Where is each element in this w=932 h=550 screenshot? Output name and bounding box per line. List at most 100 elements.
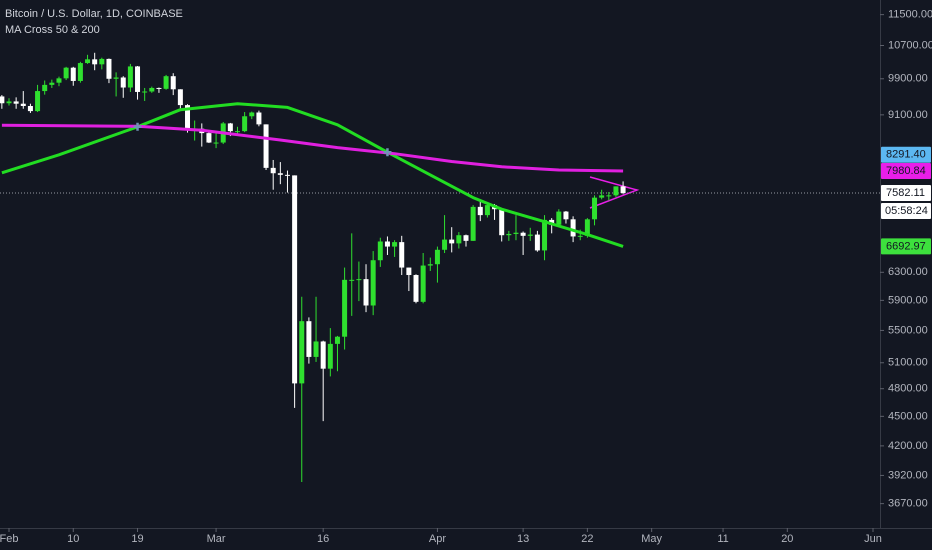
candle-body xyxy=(92,59,98,65)
y-tick-label: 4500.00 xyxy=(888,410,928,422)
y-tick-label: 11500.00 xyxy=(888,9,932,21)
candle-body xyxy=(56,78,62,83)
cross-marker xyxy=(133,122,142,131)
candle-body xyxy=(27,106,33,112)
price-label: 8291.40 xyxy=(886,149,926,161)
candle-body xyxy=(170,76,176,90)
x-tick-label: Jun xyxy=(864,533,882,545)
candle-body xyxy=(384,241,390,247)
candle-body xyxy=(35,91,41,112)
candle-body xyxy=(85,59,91,64)
candle-body xyxy=(563,211,569,220)
y-tick-label: 5100.00 xyxy=(888,357,928,369)
candle-body xyxy=(227,123,233,132)
candle-body xyxy=(177,89,183,106)
candle-body xyxy=(363,279,369,306)
candle-body xyxy=(592,197,598,220)
candle-body xyxy=(313,341,319,357)
x-tick-label: 13 xyxy=(517,533,529,545)
candle-body xyxy=(249,112,255,117)
candle-body xyxy=(456,235,462,244)
price-label-box xyxy=(881,238,931,255)
candle-body xyxy=(63,67,69,79)
candle-body xyxy=(156,87,162,89)
candle-body xyxy=(556,211,562,225)
candle-body xyxy=(120,77,126,88)
candle-body xyxy=(620,186,626,193)
countdown-box xyxy=(881,202,931,219)
candle-body xyxy=(242,116,248,132)
candle-body xyxy=(599,195,605,198)
candle-body xyxy=(113,77,119,79)
y-tick-label: 3920.00 xyxy=(888,469,928,481)
candle-body xyxy=(377,241,383,261)
candle-body xyxy=(534,234,540,251)
candle-body xyxy=(399,242,405,268)
candle-body xyxy=(106,58,112,79)
candle-body xyxy=(270,167,276,174)
candle-body xyxy=(292,175,298,384)
x-tick-label: 16 xyxy=(317,533,329,545)
y-tick-label: 3670.00 xyxy=(888,498,928,510)
candle-body xyxy=(185,105,191,130)
candle-body xyxy=(234,131,240,133)
candle-body xyxy=(356,279,362,281)
candle-body xyxy=(70,67,76,81)
x-tick-label: May xyxy=(641,533,662,545)
countdown: 05:58:24 xyxy=(885,205,928,217)
price-label-box xyxy=(881,184,931,201)
candle-body xyxy=(0,96,5,104)
candle-body xyxy=(127,66,133,88)
cross-marker xyxy=(383,148,392,157)
candle-body xyxy=(542,219,548,251)
candle-body xyxy=(449,239,455,244)
candle-body xyxy=(135,66,141,92)
candle-body xyxy=(327,343,333,369)
candle-body xyxy=(613,186,619,196)
candle-body xyxy=(520,232,526,236)
x-tick-label: 11 xyxy=(717,533,728,545)
candle-body xyxy=(256,112,262,125)
candle-body xyxy=(6,101,12,104)
candle-body xyxy=(306,321,312,357)
candle-body xyxy=(570,219,576,237)
candle-body xyxy=(263,124,269,168)
y-tick-label: 4800.00 xyxy=(888,383,928,395)
candle-body xyxy=(320,341,326,369)
candle-body xyxy=(42,84,48,92)
moving-average xyxy=(1,123,624,173)
candle-body xyxy=(413,275,419,302)
candle-body xyxy=(213,142,219,144)
x-tick-label: Apr xyxy=(429,533,446,545)
x-tick-label: 22 xyxy=(581,533,593,545)
candle-body xyxy=(463,235,469,241)
candle-body xyxy=(349,279,355,281)
candle-body xyxy=(142,91,148,93)
candle-body xyxy=(20,103,26,107)
x-tick-label: Feb xyxy=(0,533,18,545)
candle-body xyxy=(299,321,305,384)
chart-title: Bitcoin / U.S. Dollar, 1D, COINBASE xyxy=(5,8,183,20)
candle-body xyxy=(506,233,512,236)
price-label-box xyxy=(881,163,931,180)
candle-body xyxy=(277,173,283,175)
candle-body xyxy=(577,235,583,237)
y-tick-label: 5900.00 xyxy=(888,294,928,306)
y-tick-label: 9900.00 xyxy=(888,73,928,85)
candle-body xyxy=(392,242,398,247)
candle-body xyxy=(484,205,490,216)
y-tick-label: 10700.00 xyxy=(888,39,932,51)
candle-body xyxy=(206,133,212,143)
x-tick-label: 10 xyxy=(67,533,79,545)
candle-body xyxy=(470,206,476,241)
y-tick-label: 6300.00 xyxy=(888,266,928,278)
indicator-title: MA Cross 50 & 200 xyxy=(5,24,100,36)
candle-body xyxy=(527,234,533,236)
candle-body xyxy=(49,82,55,85)
candle-body xyxy=(406,267,412,276)
candle-body xyxy=(77,63,83,81)
price-label: 7582.11 xyxy=(886,187,925,199)
candle-body xyxy=(334,336,340,344)
candle-body xyxy=(584,219,590,236)
